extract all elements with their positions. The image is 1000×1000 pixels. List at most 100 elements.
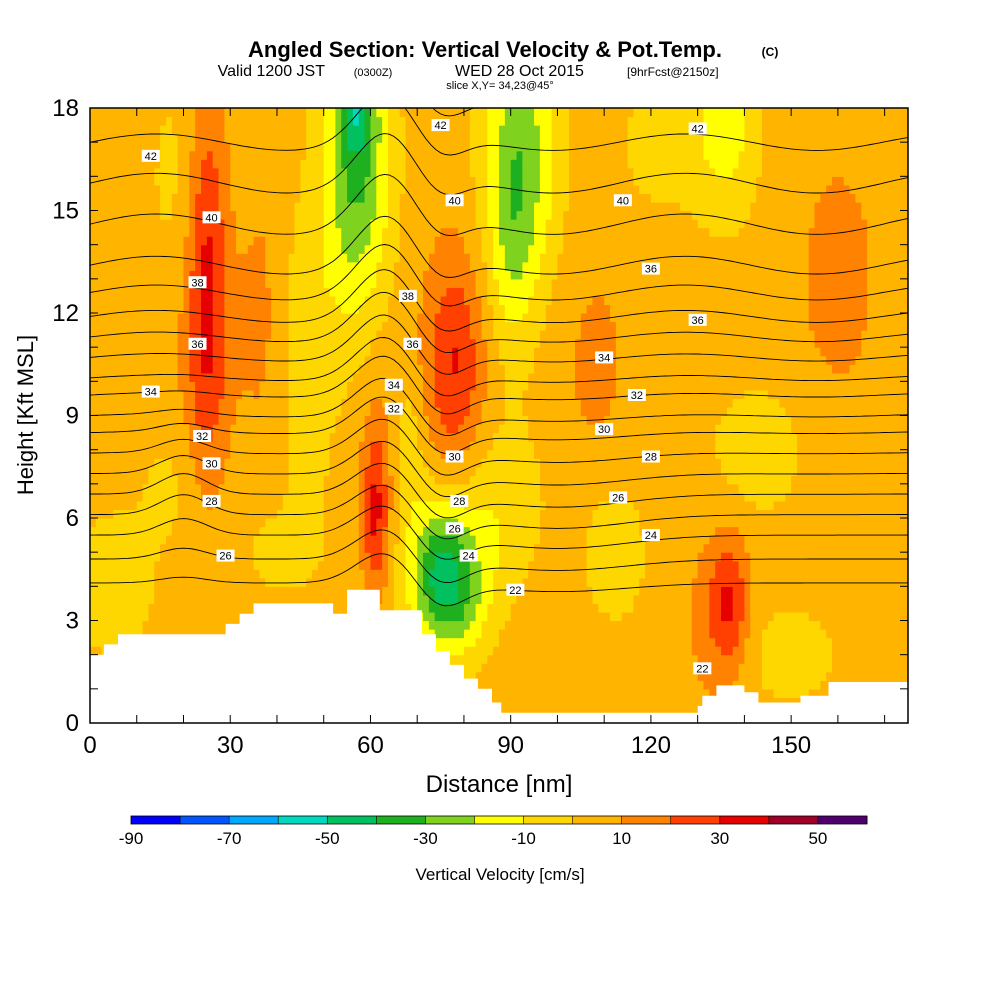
velocity-cell bbox=[843, 594, 851, 605]
velocity-cell bbox=[867, 552, 874, 562]
velocity-cell bbox=[177, 492, 185, 502]
velocity-cell bbox=[539, 637, 547, 647]
velocity-cell bbox=[493, 552, 500, 562]
velocity-cell bbox=[130, 535, 138, 545]
velocity-cell bbox=[387, 569, 395, 579]
velocity-cell bbox=[808, 552, 816, 562]
velocity-cell bbox=[253, 535, 261, 545]
velocity-cell bbox=[680, 432, 687, 442]
velocity-cell bbox=[119, 492, 126, 502]
velocity-cell bbox=[767, 432, 775, 442]
velocity-cell bbox=[522, 577, 529, 587]
velocity-cell bbox=[867, 603, 874, 613]
velocity-cell bbox=[592, 441, 599, 451]
velocity-cell bbox=[212, 509, 220, 519]
velocity-cell bbox=[510, 705, 518, 716]
velocity-cell bbox=[849, 466, 857, 476]
velocity-cell bbox=[884, 449, 892, 459]
velocity-cell bbox=[428, 475, 436, 485]
velocity-cell bbox=[890, 432, 897, 442]
velocity-cell bbox=[376, 552, 383, 562]
velocity-cell bbox=[744, 629, 751, 639]
velocity-cell bbox=[387, 475, 395, 485]
velocity-cell bbox=[294, 441, 301, 451]
velocity-cell bbox=[195, 526, 202, 536]
velocity-cell bbox=[674, 509, 681, 519]
velocity-cell bbox=[516, 560, 523, 570]
velocity-cell bbox=[598, 535, 605, 545]
velocity-cell bbox=[808, 424, 816, 434]
velocity-cell bbox=[761, 620, 769, 630]
velocity-cell bbox=[241, 415, 249, 425]
velocity-cell bbox=[685, 603, 693, 613]
velocity-cell bbox=[95, 629, 103, 639]
velocity-cell bbox=[796, 518, 804, 528]
velocity-cell bbox=[656, 603, 664, 613]
velocity-cell bbox=[510, 611, 518, 622]
velocity-cell bbox=[796, 449, 804, 459]
velocity-cell bbox=[796, 552, 804, 562]
velocity-cell bbox=[236, 483, 243, 493]
velocity-cell bbox=[440, 586, 448, 596]
velocity-cell bbox=[820, 629, 827, 639]
velocity-cell bbox=[510, 492, 518, 502]
velocity-cell bbox=[160, 458, 167, 468]
velocity-cell bbox=[119, 620, 126, 630]
velocity-cell bbox=[206, 518, 214, 528]
velocity-cell bbox=[347, 577, 354, 587]
velocity-cell bbox=[656, 560, 664, 570]
velocity-cell bbox=[627, 654, 634, 664]
velocity-cell bbox=[393, 458, 401, 468]
velocity-cell bbox=[329, 492, 336, 502]
velocity-cell bbox=[434, 629, 442, 639]
velocity-cell bbox=[534, 688, 541, 698]
velocity-cell bbox=[154, 620, 161, 630]
velocity-cell bbox=[878, 458, 886, 468]
velocity-cell bbox=[820, 611, 827, 622]
velocity-cell bbox=[697, 492, 705, 502]
velocity-cell bbox=[463, 637, 471, 647]
velocity-cell bbox=[499, 671, 506, 681]
velocity-cell bbox=[312, 560, 319, 570]
velocity-cell bbox=[265, 432, 272, 442]
velocity-cell bbox=[832, 671, 839, 681]
velocity-cell bbox=[130, 441, 138, 451]
velocity-cell bbox=[756, 671, 763, 681]
velocity-cell bbox=[574, 603, 582, 613]
velocity-cell bbox=[685, 688, 693, 698]
velocity-cell bbox=[633, 697, 640, 707]
velocity-cell bbox=[212, 424, 220, 434]
velocity-cell bbox=[697, 577, 705, 587]
velocity-cell bbox=[493, 629, 500, 639]
velocity-cell bbox=[604, 663, 611, 673]
velocity-cell bbox=[323, 432, 331, 442]
velocity-cell bbox=[580, 680, 588, 690]
velocity-cell bbox=[779, 569, 786, 579]
velocity-cell bbox=[680, 552, 687, 562]
velocity-cell bbox=[645, 432, 652, 442]
velocity-cell bbox=[177, 449, 185, 459]
velocity-cell bbox=[481, 483, 488, 493]
velocity-cell bbox=[364, 552, 372, 562]
velocity-cell bbox=[808, 500, 816, 511]
velocity-cell bbox=[808, 688, 816, 698]
velocity-cell bbox=[300, 415, 307, 425]
velocity-cell bbox=[627, 526, 634, 536]
velocity-cell bbox=[668, 688, 675, 698]
velocity-cell bbox=[557, 594, 564, 605]
velocity-cell bbox=[411, 466, 418, 476]
velocity-cell bbox=[446, 560, 453, 570]
velocity-cell bbox=[580, 458, 588, 468]
velocity-cell bbox=[685, 552, 693, 562]
velocity-cell bbox=[574, 688, 582, 698]
velocity-cell bbox=[779, 646, 786, 656]
velocity-cell bbox=[843, 526, 851, 536]
velocity-cell bbox=[779, 475, 786, 485]
velocity-cell bbox=[902, 671, 908, 681]
velocity-cell bbox=[399, 458, 407, 468]
velocity-cell bbox=[598, 552, 605, 562]
velocity-cell bbox=[551, 492, 559, 502]
velocity-cell bbox=[738, 458, 745, 468]
velocity-cell bbox=[633, 483, 640, 493]
velocity-cell bbox=[872, 441, 880, 451]
